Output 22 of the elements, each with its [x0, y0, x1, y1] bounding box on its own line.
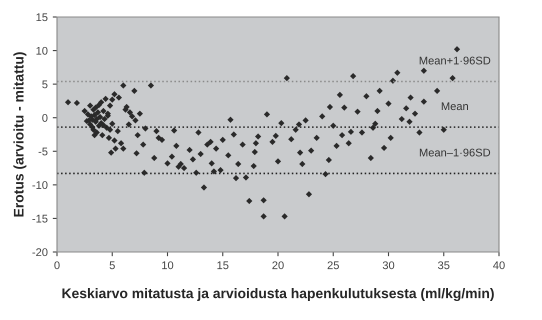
x-tick-label: 5 — [110, 261, 115, 270]
x-tick-label: 35 — [438, 261, 450, 270]
y-tick-label: 15 — [36, 13, 48, 22]
x-tick-label: 40 — [493, 261, 505, 270]
ref-line-label: Mean+1·96SD — [420, 56, 490, 64]
y-axis-title: Erotus (arvioitu - mitattu) — [13, 52, 26, 217]
x-tick-label: 0 — [54, 261, 60, 270]
x-tick-label: 15 — [217, 261, 228, 270]
y-tick-label: 0 — [42, 114, 48, 122]
y-tick-label: -20 — [32, 248, 48, 256]
x-axis-title: Keskiarvo mitatusta ja arvioidusta hapenkulutuksesta (ml/kg/min) — [62, 288, 494, 302]
y-tick-label: 5 — [42, 80, 48, 88]
x-tick-label: 25 — [328, 261, 339, 270]
y-tick-label: -15 — [32, 214, 48, 223]
y-tick-label: -10 — [32, 181, 48, 189]
y-tick-label: -5 — [38, 148, 48, 156]
x-tick-label: 20 — [272, 261, 284, 270]
x-tick-label: 10 — [162, 261, 174, 270]
ref-line-label: Mean–1·96SD — [420, 148, 490, 156]
x-tick-label: 30 — [382, 261, 394, 270]
y-tick-label: 10 — [36, 46, 48, 55]
ref-line-label: Mean — [442, 102, 468, 110]
